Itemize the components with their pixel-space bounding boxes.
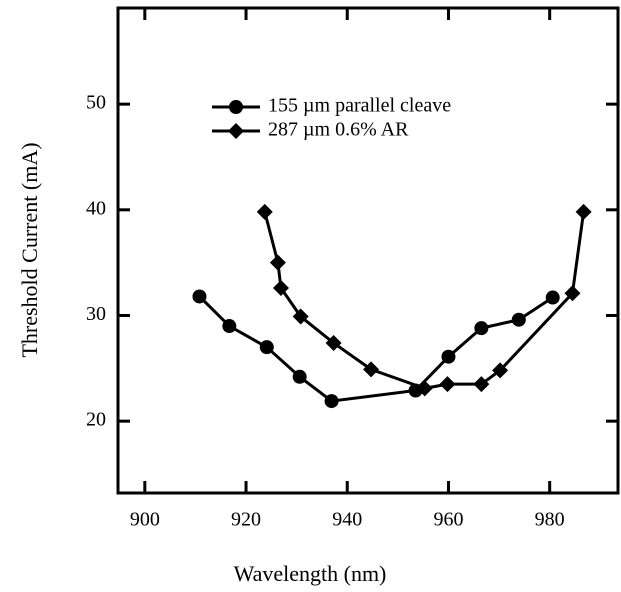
marker <box>292 308 309 325</box>
series-line <box>263 211 586 390</box>
marker <box>492 362 509 379</box>
legend-label: 155 µm parallel cleave <box>268 95 451 117</box>
marker <box>325 334 342 351</box>
marker <box>363 361 380 378</box>
marker <box>564 285 581 302</box>
marker <box>222 319 237 334</box>
marker <box>441 349 456 364</box>
marker <box>511 312 526 327</box>
x-tick-label: 960 <box>433 509 463 531</box>
marker <box>292 369 307 384</box>
marker <box>416 380 433 397</box>
marker <box>269 254 286 271</box>
marker <box>545 290 560 305</box>
marker <box>259 340 274 355</box>
marker <box>474 321 489 336</box>
marker <box>256 203 273 220</box>
legend-marker <box>229 100 243 114</box>
marker <box>272 280 289 297</box>
x-axis-label: Wavelength (nm) <box>234 561 387 586</box>
y-tick-label: 30 <box>86 303 106 325</box>
y-tick-label: 20 <box>86 409 106 431</box>
x-tick-label: 980 <box>535 509 565 531</box>
marker <box>192 289 207 304</box>
marker <box>473 376 490 393</box>
plot-frame <box>116 6 620 495</box>
marker <box>324 394 339 409</box>
y-tick-label: 50 <box>86 92 106 114</box>
x-tick-label: 900 <box>130 509 160 531</box>
legend-marker <box>228 123 244 139</box>
y-tick-label: 40 <box>86 197 106 219</box>
x-tick-label: 940 <box>332 509 362 531</box>
x-tick-label: 920 <box>231 509 261 531</box>
marker <box>575 203 592 220</box>
y-axis-label: Threshold Current (mA) <box>17 142 42 357</box>
legend-label: 287 µm 0.6% AR <box>268 119 409 141</box>
marker <box>439 376 456 393</box>
series-line <box>198 295 554 403</box>
